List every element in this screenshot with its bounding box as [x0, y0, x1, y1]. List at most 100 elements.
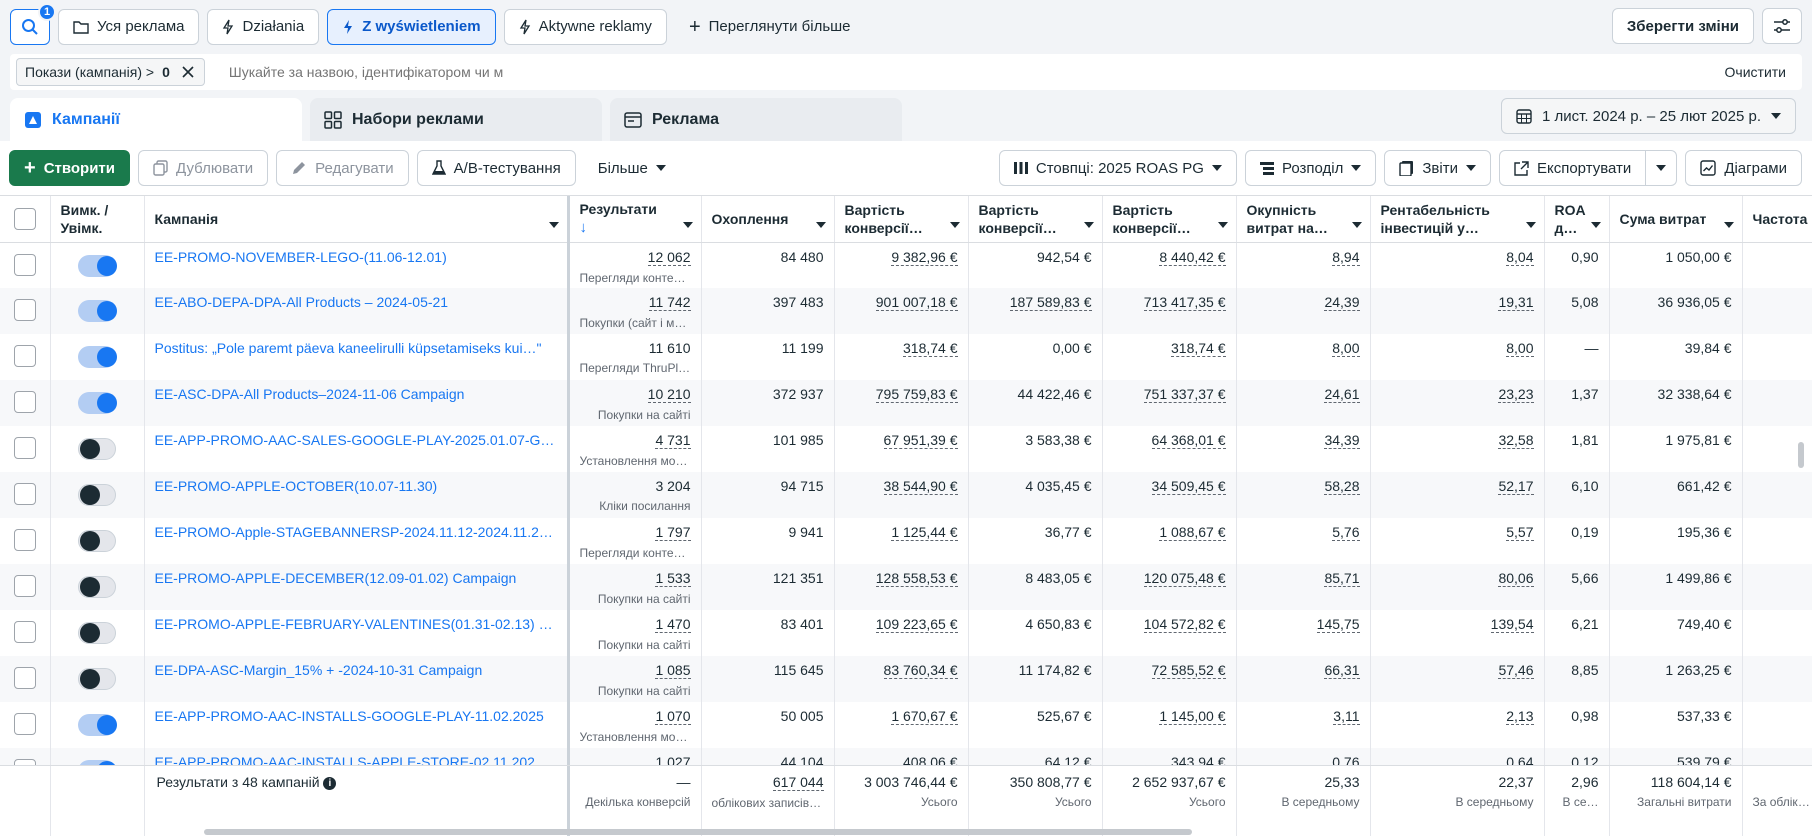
roi-cell-value[interactable]: 5,57 — [1506, 524, 1533, 541]
export-button[interactable]: Експортувати — [1499, 150, 1646, 186]
tab-campaigns[interactable]: Кампанії — [10, 98, 302, 142]
cost-3-cell-value[interactable]: 104 572,82 € — [1144, 616, 1226, 633]
roas-cell-value[interactable]: 58,28 — [1324, 478, 1359, 495]
horizontal-scrollbar[interactable] — [204, 829, 1192, 835]
campaign-toggle[interactable] — [78, 438, 116, 460]
table-row[interactable]: EE-PROMO-NOVEMBER-LEGO-(11.06-12.01)12 0… — [0, 242, 1812, 288]
campaign-name-link[interactable]: EE-ASC-DPA-All Products–2024-11-06 Campa… — [155, 386, 557, 402]
campaign-toggle[interactable] — [78, 714, 116, 736]
select-all-checkbox[interactable] — [14, 208, 36, 230]
tab-ad-sets[interactable]: Набори реклами — [310, 98, 602, 142]
header-roa[interactable]: ROA д… — [1544, 196, 1609, 242]
remove-filter-button[interactable] — [178, 62, 198, 82]
table-row[interactable]: Postitus: „Pole paremt päeva kaneelirull… — [0, 334, 1812, 380]
results-value[interactable]: 11 742 — [649, 294, 691, 311]
row-checkbox[interactable] — [14, 254, 36, 276]
results-value[interactable]: 1 470 — [655, 616, 690, 633]
row-checkbox[interactable] — [14, 437, 36, 459]
roi-cell-value[interactable]: 32,58 — [1498, 432, 1533, 449]
table-row[interactable]: EE-PROMO-APPLE-DECEMBER(12.09-01.02) Cam… — [0, 564, 1812, 610]
roas-cell-value[interactable]: 3,11 — [1333, 708, 1359, 725]
reports-dropdown[interactable]: Звіти — [1384, 150, 1491, 186]
charts-button[interactable]: Діаграми — [1685, 150, 1802, 186]
roas-cell-value[interactable]: 24,61 — [1324, 386, 1359, 403]
header-roi[interactable]: Рентабельність інвестицій у… — [1370, 196, 1544, 242]
table-row[interactable]: EE-ASC-DPA-All Products–2024-11-06 Campa… — [0, 380, 1812, 426]
row-checkbox[interactable] — [14, 713, 36, 735]
roi-cell-value[interactable]: 139,54 — [1491, 616, 1534, 633]
save-changes-button[interactable]: Зберегти зміни — [1612, 8, 1754, 44]
cost-1-cell-value[interactable]: 1 670,67 € — [891, 708, 957, 725]
roi-cell-value[interactable]: 80,06 — [1498, 570, 1533, 587]
create-button[interactable]: + Створити — [9, 150, 130, 186]
results-value[interactable]: 1 070 — [655, 708, 690, 725]
edit-button[interactable]: Редагувати — [276, 150, 409, 186]
cost-3-cell-value[interactable]: 318,74 € — [1171, 340, 1226, 357]
search-button[interactable]: 1 — [10, 9, 50, 45]
tab-ads[interactable]: Реклама — [610, 98, 902, 142]
roi-cell-value[interactable]: 23,23 — [1498, 386, 1533, 403]
cost-1-cell-value[interactable]: 109 223,65 € — [876, 616, 958, 633]
export-options-button[interactable] — [1646, 150, 1677, 186]
row-checkbox[interactable] — [14, 483, 36, 505]
header-results[interactable]: Результати↓ — [568, 196, 701, 242]
roas-cell-value[interactable]: 8,94 — [1332, 249, 1359, 266]
cost-2-cell-value[interactable]: 187 589,83 € — [1010, 294, 1092, 311]
roi-cell-value[interactable]: 57,46 — [1498, 662, 1533, 679]
results-value[interactable]: 1 085 — [655, 662, 690, 679]
chip-all-ads[interactable]: Уся реклама — [58, 9, 199, 45]
header-campaign[interactable]: Кампанія — [144, 196, 568, 242]
roi-cell-value[interactable]: 8,04 — [1506, 249, 1533, 266]
table-row[interactable]: EE-APP-PROMO-AAC-SALES-GOOGLE-PLAY-2025.… — [0, 426, 1812, 472]
cost-1-cell-value[interactable]: 795 759,83 € — [876, 386, 958, 403]
search-input[interactable] — [229, 64, 509, 80]
cost-1-cell-value[interactable]: 83 760,34 € — [884, 662, 958, 679]
roi-cell-value[interactable]: 2,13 — [1506, 708, 1533, 725]
campaign-name-link[interactable]: EE-PROMO-Apple-STAGEBANNERSP-2024.11.12-… — [155, 524, 557, 540]
roi-cell-value[interactable]: 19,31 — [1498, 294, 1533, 311]
campaign-toggle[interactable] — [78, 668, 116, 690]
filter-pill-impressions[interactable]: Покази (кампанія) > 0 — [16, 58, 205, 86]
table-row[interactable]: EE-PROMO-APPLE-OCTOBER(10.07-11.30)3 204… — [0, 472, 1812, 518]
cost-3-cell-value[interactable]: 751 337,37 € — [1144, 386, 1226, 403]
header-frequency[interactable]: Частота — [1742, 196, 1812, 242]
campaign-name-link[interactable]: EE-APP-PROMO-AAC-SALES-GOOGLE-PLAY-2025.… — [155, 432, 557, 448]
roas-cell-value[interactable]: 85,71 — [1324, 570, 1359, 587]
roas-cell-value[interactable]: 145,75 — [1317, 616, 1360, 633]
row-checkbox[interactable] — [14, 667, 36, 689]
cost-1-cell-value[interactable]: 9 382,96 € — [891, 249, 957, 266]
cost-1-cell-value[interactable]: 67 951,39 € — [884, 432, 958, 449]
row-checkbox[interactable] — [14, 529, 36, 551]
campaign-name-link[interactable]: EE-DPA-ASC-Margin_15% + -2024-10-31 Camp… — [155, 662, 557, 678]
cost-1-cell-value[interactable]: 318,74 € — [903, 340, 958, 357]
info-icon[interactable]: i — [323, 777, 336, 790]
campaign-name-link[interactable]: Postitus: „Pole paremt päeva kaneelirull… — [155, 340, 557, 356]
header-toggle[interactable]: Вимк. / Увімк. — [50, 196, 144, 242]
campaign-toggle[interactable] — [78, 484, 116, 506]
results-value[interactable]: 12 062 — [648, 249, 691, 266]
roas-cell-value[interactable]: 34,39 — [1324, 432, 1359, 449]
results-value[interactable]: 1 797 — [655, 524, 690, 541]
chip-active-ads[interactable]: Aktywne reklamy — [504, 9, 667, 45]
roas-cell-value[interactable]: 8,00 — [1332, 340, 1359, 357]
more-dropdown[interactable]: Більше — [584, 150, 680, 186]
results-value[interactable]: 4 731 — [655, 432, 690, 449]
roi-cell-value[interactable]: 8,00 — [1506, 340, 1533, 357]
campaign-toggle[interactable] — [78, 300, 116, 322]
duplicate-button[interactable]: Дублювати — [138, 150, 268, 186]
clear-filters-link[interactable]: Очистити — [1725, 64, 1786, 80]
cost-3-cell-value[interactable]: 120 075,48 € — [1144, 570, 1226, 587]
cost-3-cell-value[interactable]: 1 088,67 € — [1159, 524, 1225, 541]
cost-3-cell-value[interactable]: 713 417,35 € — [1144, 294, 1226, 311]
cost-1-cell-value[interactable]: 901 007,18 € — [876, 294, 958, 311]
cost-3-cell-value[interactable]: 64 368,01 € — [1152, 432, 1226, 449]
row-checkbox[interactable] — [14, 391, 36, 413]
row-checkbox[interactable] — [14, 621, 36, 643]
table-row[interactable]: EE-DPA-ASC-Margin_15% + -2024-10-31 Camp… — [0, 656, 1812, 702]
campaign-name-link[interactable]: EE-ABO-DEPA-DPA-All Products – 2024-05-2… — [155, 294, 557, 310]
results-value[interactable]: 1 533 — [655, 570, 690, 587]
ab-test-button[interactable]: A/B-тестування — [417, 150, 576, 186]
campaign-toggle[interactable] — [78, 346, 116, 368]
header-cost-3[interactable]: Вартість конверсії… — [1102, 196, 1236, 242]
header-spend[interactable]: Сума витрат — [1609, 196, 1742, 242]
